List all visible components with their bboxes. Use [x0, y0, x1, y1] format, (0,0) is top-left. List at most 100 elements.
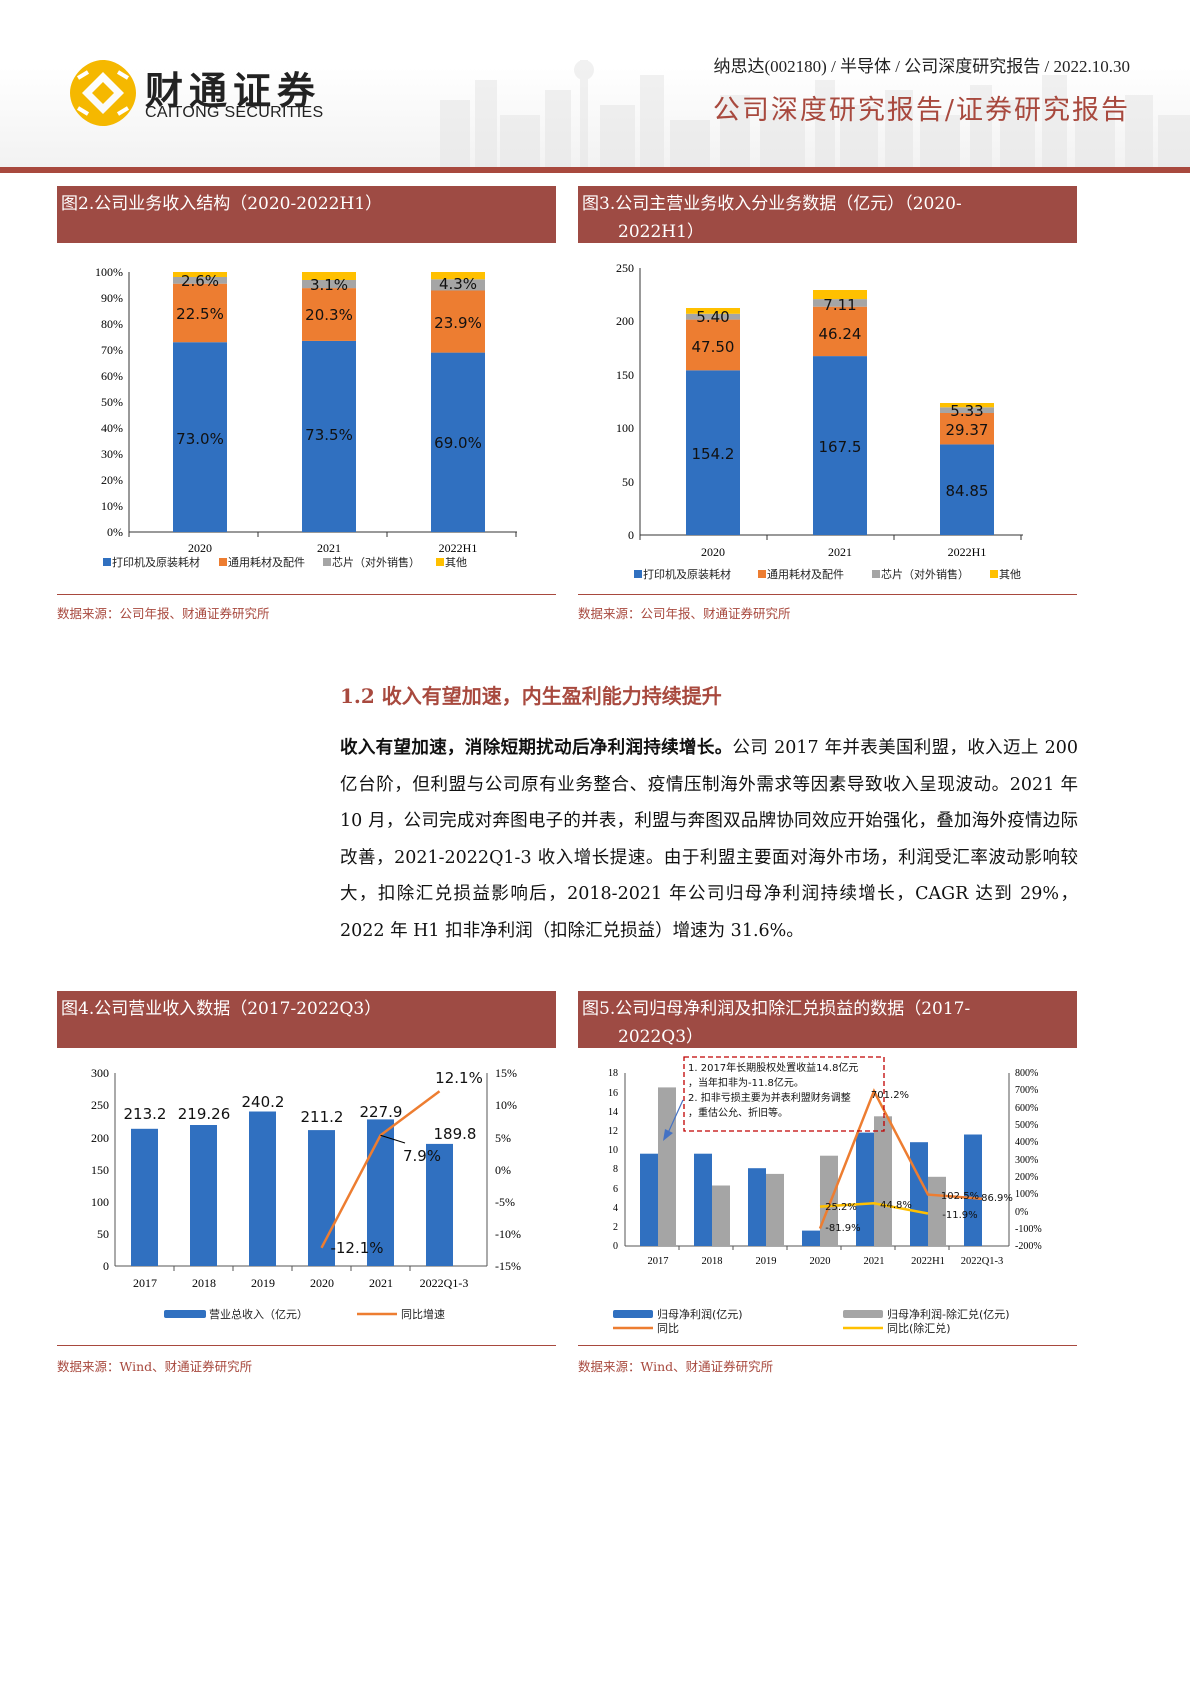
- svg-text:2: 2: [613, 1222, 618, 1233]
- svg-text:701.2%: 701.2%: [871, 1090, 909, 1101]
- fig3-title-line1: 图3.公司主营业务收入分业务数据（亿元）（2020-: [582, 194, 962, 214]
- svg-text:240.2: 240.2: [242, 1093, 285, 1111]
- svg-text:14: 14: [608, 1107, 618, 1118]
- fig5-annotation-box: 1. 2017年长期股权处置收益14.8亿元 ，当年扣非为-11.8亿元。 2.…: [663, 1056, 885, 1141]
- fig3-title-bar: 图3.公司主营业务收入分业务数据（亿元）（2020- 2022H1）: [578, 186, 1077, 243]
- svg-text:-10%: -10%: [495, 1227, 521, 1241]
- svg-text:6: 6: [613, 1184, 618, 1195]
- svg-text:10%: 10%: [495, 1098, 517, 1112]
- fig3-stacked-bar-chart: 0 50 100 150 200 250 154.2 47.50 5.40 167.5 46.…: [616, 261, 1023, 580]
- report-meta-line: 纳思达(002180) / 半导体 / 公司深度研究报告 / 2022.10.3…: [713, 57, 1131, 76]
- svg-text:250: 250: [91, 1098, 109, 1112]
- svg-text:16: 16: [608, 1088, 618, 1099]
- svg-text:同比增速: 同比增速: [401, 1307, 445, 1321]
- svg-text:18: 18: [608, 1068, 618, 1079]
- svg-text:通用耗材及配件: 通用耗材及配件: [767, 567, 844, 580]
- section-body-text: 公司 2017 年并表美国利盟，收入迈上 200 亿台阶，但利盟与公司原有业务整…: [340, 738, 1078, 941]
- svg-text:2022H1: 2022H1: [439, 541, 478, 555]
- svg-text:其他: 其他: [999, 568, 1021, 580]
- svg-text:100: 100: [616, 421, 634, 435]
- svg-text:2017: 2017: [648, 1256, 669, 1267]
- svg-text:-12.1%: -12.1%: [330, 1239, 383, 1257]
- fig5-combo-chart: 0 2 4 6 8 10 12 14 16 18 -200% -100% 0% 100% 200% 30…: [608, 1056, 1042, 1335]
- svg-text:0%: 0%: [1015, 1207, 1028, 1218]
- svg-text:10%: 10%: [101, 499, 123, 513]
- svg-text:同比: 同比: [657, 1322, 679, 1335]
- svg-text:213.2: 213.2: [124, 1105, 167, 1123]
- svg-text:500%: 500%: [1015, 1120, 1038, 1131]
- svg-text:归母净利润-除汇兑(亿元): 归母净利润-除汇兑(亿元): [887, 1307, 1010, 1321]
- fig3-legend: 打印机及原装耗材 通用耗材及配件 芯片（对外销售） 其他: [634, 567, 1021, 580]
- fig3-source: 数据来源：公司年报、财通证券研究所: [578, 606, 791, 621]
- svg-text:2020: 2020: [701, 545, 725, 559]
- svg-text:800%: 800%: [1015, 1068, 1038, 1079]
- svg-text:400%: 400%: [1015, 1137, 1038, 1148]
- svg-text:通用耗材及配件: 通用耗材及配件: [228, 555, 305, 569]
- fig2-title: 图2.公司业务收入结构（2020-2022H1）: [61, 194, 383, 214]
- svg-text:23.9%: 23.9%: [434, 314, 482, 332]
- caitong-logo-icon: [70, 60, 136, 126]
- svg-text:芯片（对外销售）: 芯片（对外销售）: [332, 555, 420, 569]
- svg-text:47.50: 47.50: [692, 338, 735, 356]
- svg-text:2022H1: 2022H1: [948, 545, 987, 559]
- svg-text:，当年扣非为-11.8亿元。: ，当年扣非为-11.8亿元。: [688, 1076, 804, 1089]
- svg-text:2.6%: 2.6%: [181, 272, 219, 290]
- svg-text:80%: 80%: [101, 317, 123, 331]
- svg-text:40%: 40%: [101, 421, 123, 435]
- fig5-title-line2: 2022Q3）: [618, 1027, 704, 1047]
- svg-text:25.2%: 25.2%: [825, 1202, 857, 1213]
- svg-text:300%: 300%: [1015, 1155, 1038, 1166]
- logo-english-name: CAITONG SECURITIES: [145, 104, 324, 121]
- fig4-title: 图4.公司营业收入数据（2017-2022Q3）: [61, 999, 382, 1019]
- fig2-legend: 打印机及原装耗材 通用耗材及配件 芯片（对外销售） 其他: [103, 555, 467, 569]
- svg-text:20.3%: 20.3%: [305, 306, 353, 324]
- svg-text:-15%: -15%: [495, 1259, 521, 1273]
- svg-text:2019: 2019: [756, 1256, 777, 1267]
- page-header: 财通证券 CAITONG SECURITIES 纳思达(002180) / 半导…: [0, 0, 1190, 168]
- svg-text:167.5: 167.5: [819, 438, 862, 456]
- fig4-source-divider: [57, 1345, 556, 1346]
- svg-text:73.5%: 73.5%: [305, 426, 353, 444]
- svg-text:-11.9%: -11.9%: [942, 1210, 977, 1221]
- svg-text:46.24: 46.24: [819, 325, 862, 343]
- header-divider: [0, 167, 1190, 173]
- svg-text:2021: 2021: [317, 541, 341, 555]
- section-heading: 1.2 收入有望加速，内生盈利能力持续提升: [340, 684, 722, 708]
- svg-text:12: 12: [608, 1126, 618, 1137]
- fig2-stacked-bar-chart: 0% 10% 20% 30% 40% 50% 60% 70% 80% 90% 100% 73.0…: [95, 265, 517, 569]
- svg-text:189.8: 189.8: [434, 1125, 477, 1143]
- section-body-paragraph: 收入有望加速，消除短期扰动后净利润持续增长。公司 2017 年并表美国利盟，收入…: [340, 730, 1078, 949]
- svg-text:44.8%: 44.8%: [880, 1200, 912, 1211]
- svg-text:-100%: -100%: [1015, 1224, 1042, 1235]
- svg-text:150: 150: [91, 1163, 109, 1177]
- svg-text:-200%: -200%: [1015, 1241, 1042, 1252]
- svg-text:3.1%: 3.1%: [310, 276, 348, 294]
- svg-text:154.2: 154.2: [692, 445, 735, 463]
- svg-text:250: 250: [616, 261, 634, 275]
- svg-text:其他: 其他: [445, 556, 467, 569]
- svg-text:200: 200: [616, 314, 634, 328]
- svg-text:2019: 2019: [251, 1276, 275, 1290]
- svg-text:700%: 700%: [1015, 1085, 1038, 1096]
- svg-text:15%: 15%: [495, 1066, 517, 1080]
- svg-text:227.9: 227.9: [360, 1103, 403, 1121]
- svg-text:22.5%: 22.5%: [176, 305, 224, 323]
- svg-text:2021: 2021: [369, 1276, 393, 1290]
- report-type-title: 公司深度研究报告/证券研究报告: [712, 95, 1130, 126]
- svg-text:12.1%: 12.1%: [435, 1069, 483, 1087]
- svg-text:200: 200: [91, 1131, 109, 1145]
- svg-text:73.0%: 73.0%: [176, 430, 224, 448]
- svg-text:1. 2017年长期股权处置收益14.8亿元: 1. 2017年长期股权处置收益14.8亿元: [688, 1061, 858, 1074]
- fig3-title-line2: 2022H1）: [618, 222, 704, 242]
- svg-text:0: 0: [628, 528, 634, 542]
- fig4-legend: 营业总收入（亿元） 同比增速: [164, 1307, 445, 1321]
- fig4-title-bar: 图4.公司营业收入数据（2017-2022Q3）: [57, 991, 556, 1048]
- svg-text:69.0%: 69.0%: [434, 434, 482, 452]
- svg-text:5%: 5%: [495, 1131, 511, 1145]
- svg-text:-5%: -5%: [495, 1195, 515, 1209]
- svg-text:8: 8: [613, 1164, 618, 1175]
- fig5-legend: 归母净利润(亿元) 归母净利润-除汇兑(亿元) 同比 同比(除汇兑): [613, 1307, 1010, 1335]
- svg-text:100: 100: [91, 1195, 109, 1209]
- svg-text:归母净利润(亿元): 归母净利润(亿元): [657, 1307, 743, 1321]
- svg-text:0: 0: [103, 1259, 109, 1273]
